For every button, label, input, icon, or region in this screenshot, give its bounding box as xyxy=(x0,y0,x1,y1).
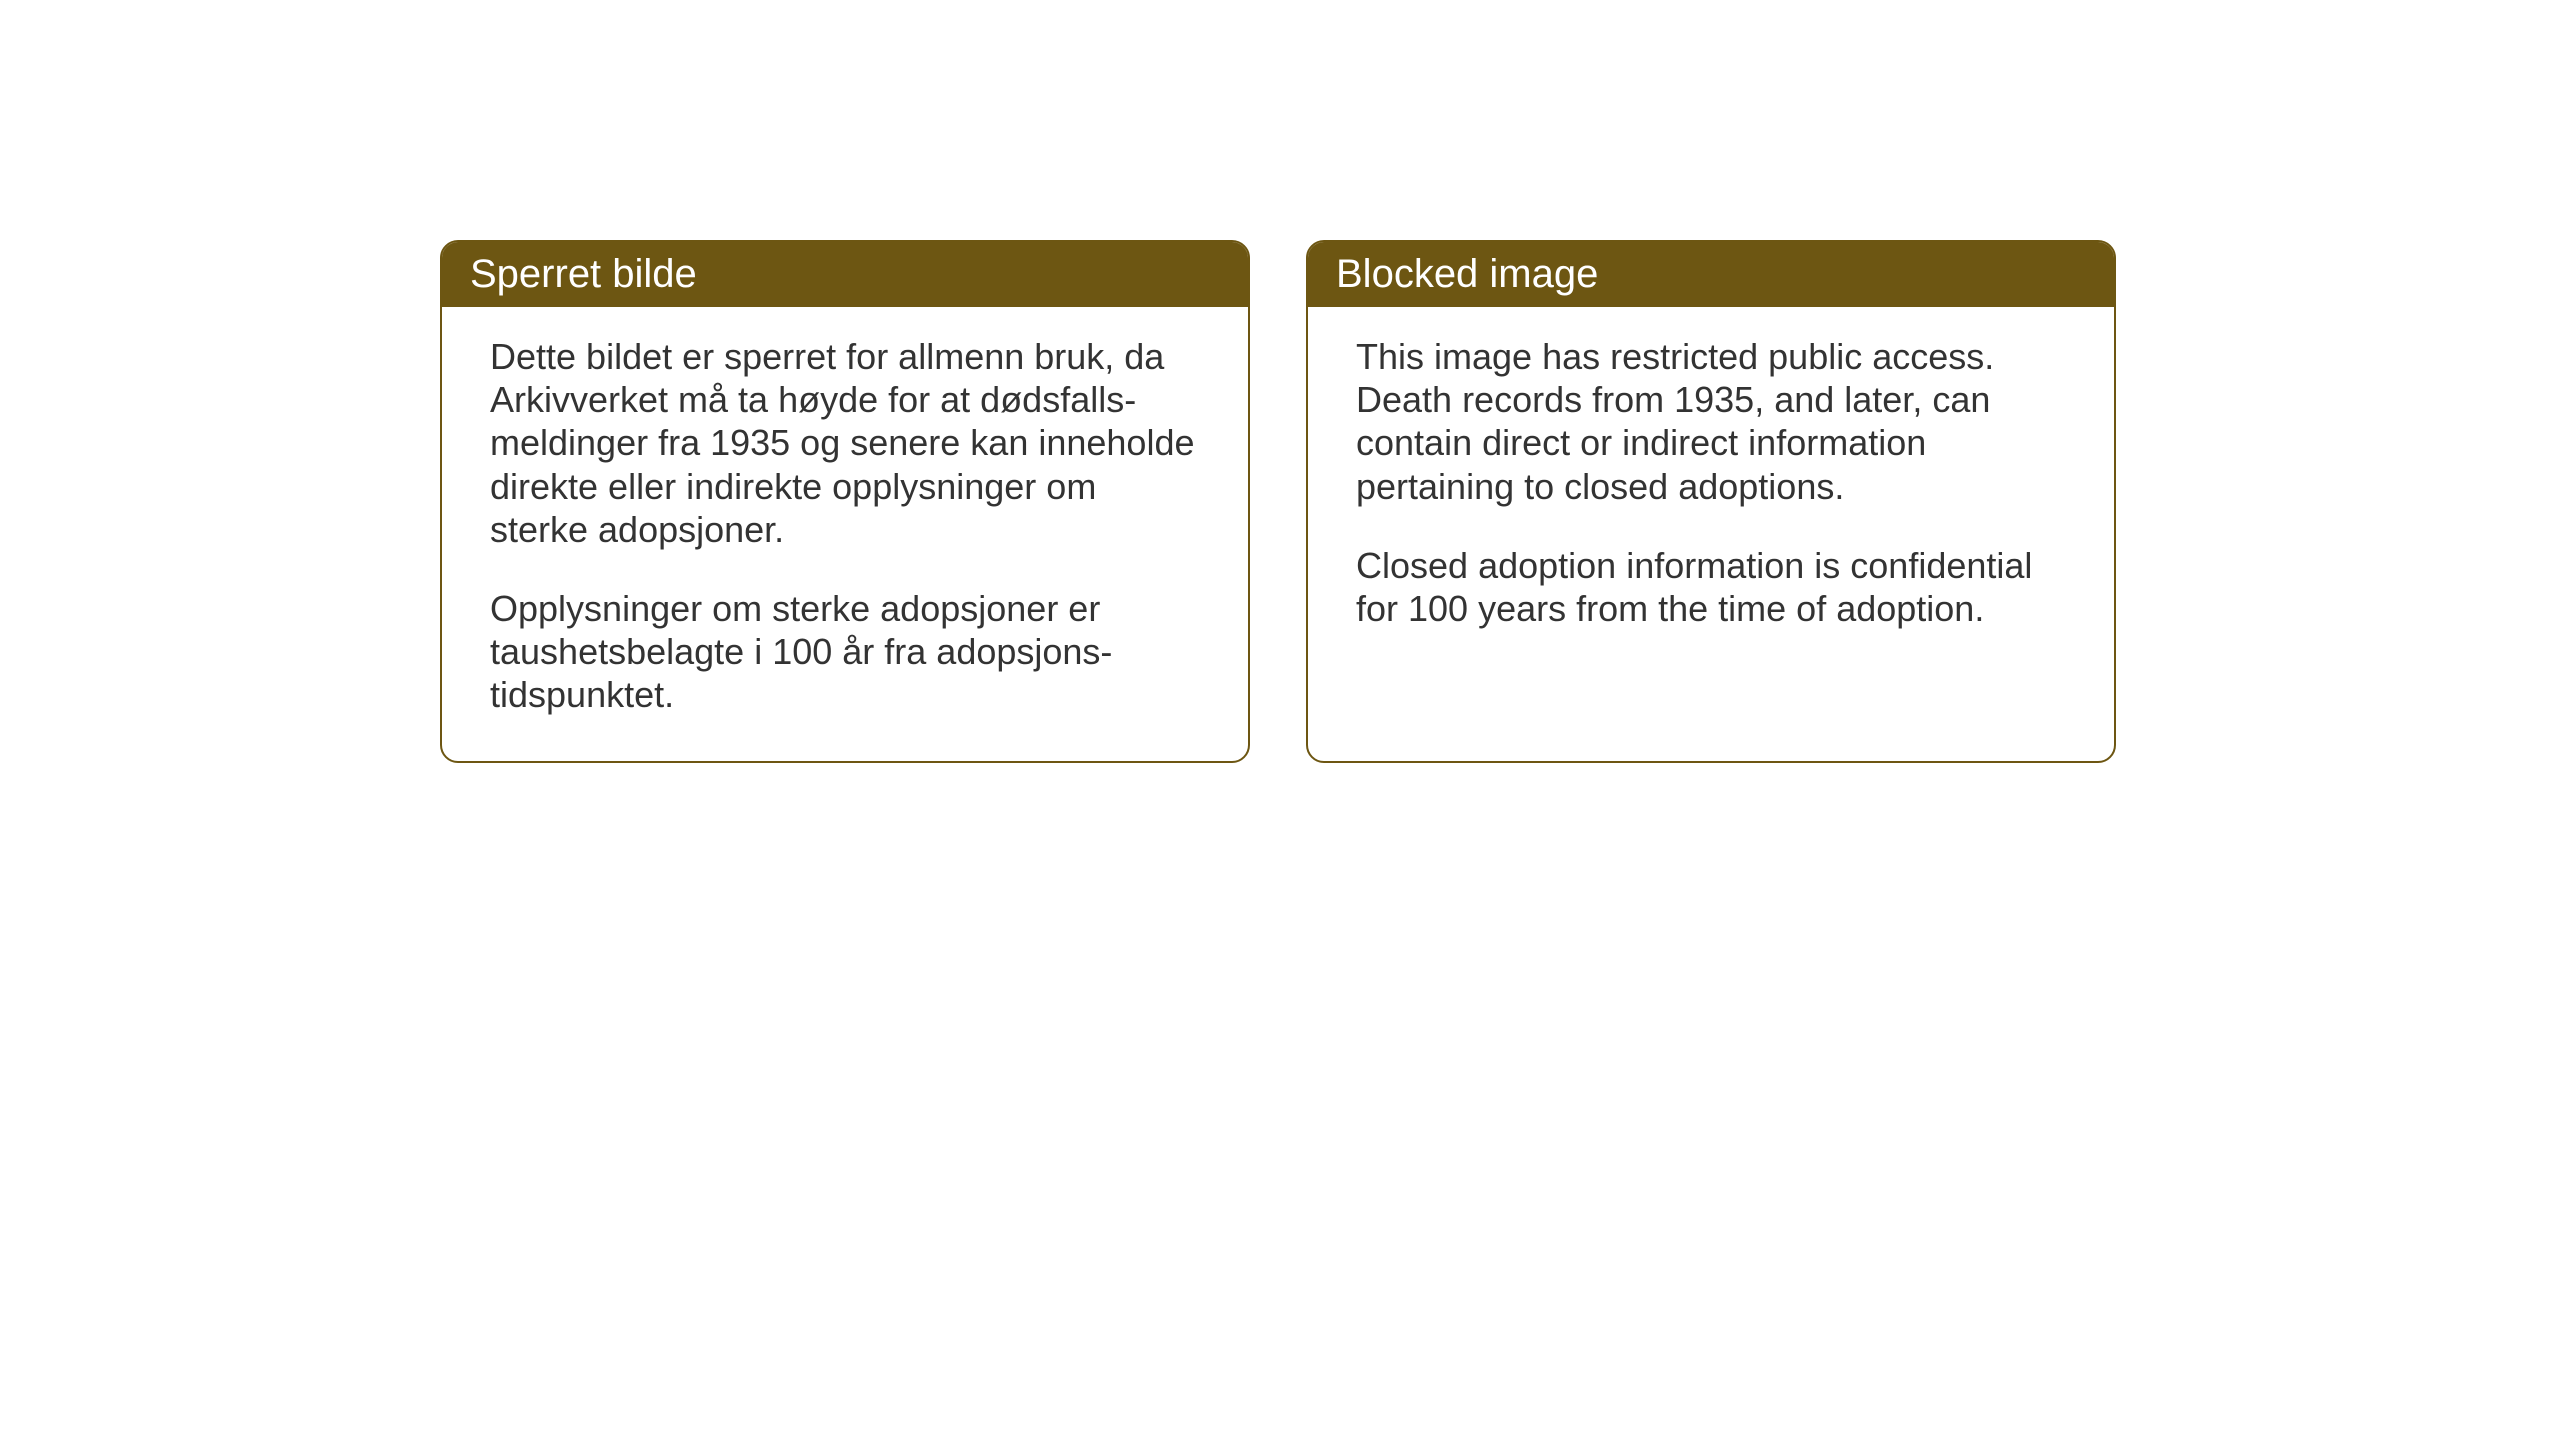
card-paragraph-2: Opplysninger om sterke adopsjoner er tau… xyxy=(490,587,1200,717)
notice-cards-container: Sperret bilde Dette bildet er sperret fo… xyxy=(440,240,2116,763)
card-header-norwegian: Sperret bilde xyxy=(442,242,1248,307)
card-body-norwegian: Dette bildet er sperret for allmenn bruk… xyxy=(442,307,1248,761)
card-title: Blocked image xyxy=(1336,252,1598,296)
notice-card-norwegian: Sperret bilde Dette bildet er sperret fo… xyxy=(440,240,1250,763)
card-paragraph-1: Dette bildet er sperret for allmenn bruk… xyxy=(490,335,1200,551)
card-body-english: This image has restricted public access.… xyxy=(1308,307,2114,674)
card-header-english: Blocked image xyxy=(1308,242,2114,307)
card-title: Sperret bilde xyxy=(470,252,697,296)
card-paragraph-2: Closed adoption information is confident… xyxy=(1356,544,2066,630)
notice-card-english: Blocked image This image has restricted … xyxy=(1306,240,2116,763)
card-paragraph-1: This image has restricted public access.… xyxy=(1356,335,2066,508)
